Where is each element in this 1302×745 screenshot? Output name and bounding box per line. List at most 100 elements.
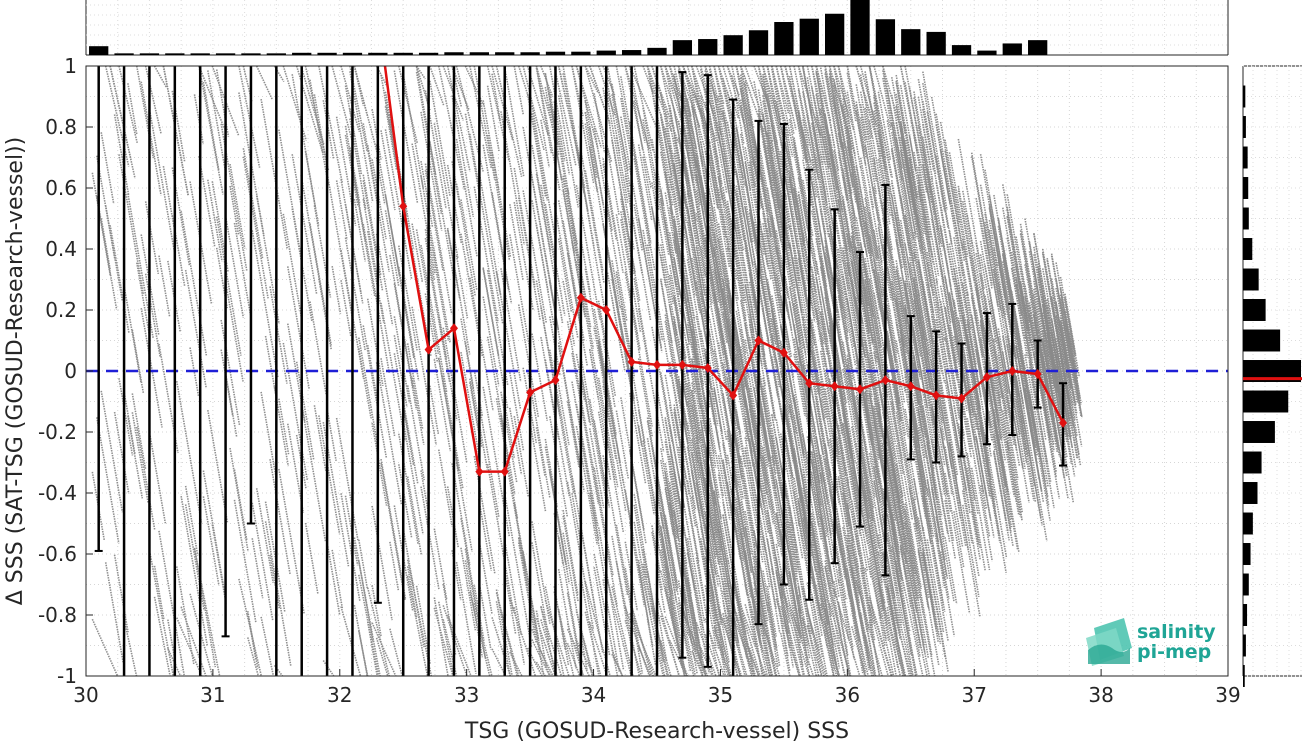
- scatter-streak: [890, 355, 904, 420]
- scatter-streak: [393, 316, 411, 404]
- scatter-streak: [211, 524, 227, 604]
- median-marker: [576, 292, 585, 303]
- scatter-streak: [819, 454, 847, 601]
- scatter-streak: [771, 439, 798, 582]
- scatter-streak: [389, 541, 400, 591]
- scatter-streak: [824, 369, 851, 510]
- scatter-streak: [682, 158, 711, 310]
- scatter-streak: [544, 203, 566, 316]
- scatter-streak: [739, 133, 752, 190]
- scatter-streak: [1006, 441, 1021, 517]
- top-hist-bar: [89, 46, 109, 55]
- scatter-streak: [704, 151, 716, 206]
- scatter-streak: [149, 553, 175, 677]
- scatter-streak: [855, 110, 867, 165]
- scatter-streak: [593, 308, 618, 436]
- scatter-streak: [593, 474, 618, 607]
- scatter-streak: [371, 159, 387, 240]
- scatter-streak: [651, 182, 674, 305]
- scatter-streak: [1001, 242, 1023, 350]
- scatter-streak: [922, 124, 934, 180]
- scatter-streak: [686, 221, 707, 330]
- scatter-streak: [1019, 390, 1048, 542]
- scatter-streak: [935, 516, 948, 577]
- scatter-streak: [1024, 394, 1038, 463]
- scatter-streak: [202, 496, 220, 586]
- scatter-streak: [962, 452, 980, 542]
- scatter-streak: [775, 512, 790, 585]
- scatter-streak: [877, 159, 891, 225]
- x-tick-label: 33: [454, 683, 479, 707]
- scatter-streak: [833, 263, 857, 389]
- scatter-streak: [331, 65, 354, 145]
- scatter-streak: [842, 98, 853, 150]
- scatter-streak: [926, 111, 946, 212]
- x-tick-label: 34: [581, 683, 606, 707]
- scatter-streak: [282, 65, 308, 141]
- scatter-streak: [624, 271, 640, 350]
- scatter-streak: [917, 356, 929, 408]
- scatter-streak: [726, 435, 753, 573]
- scatter-streak: [371, 108, 382, 160]
- scatter-streak: [531, 105, 557, 243]
- scatter-streak: [340, 606, 362, 677]
- scatter-streak: [424, 170, 444, 272]
- scatter-streak: [446, 227, 471, 355]
- scatter-streak: [269, 459, 291, 575]
- scatter-streak: [553, 111, 570, 195]
- scatter-streak: [908, 527, 933, 657]
- scatter-streak: [646, 571, 665, 663]
- scatter-streak: [975, 413, 992, 499]
- scatter-streak: [846, 582, 869, 677]
- scatter-streak: [540, 119, 550, 168]
- scatter-streak: [944, 150, 966, 262]
- scatter-streak: [353, 65, 369, 117]
- scatter-streak: [557, 238, 573, 313]
- scatter-streak: [744, 527, 765, 636]
- scatter-streak: [673, 535, 689, 616]
- scatter-streak: [695, 257, 718, 372]
- scatter-streak: [318, 415, 341, 535]
- scatter-streak: [153, 565, 165, 621]
- scatter-streak: [588, 621, 608, 677]
- scatter-streak: [886, 332, 901, 403]
- scatter-streak: [797, 519, 824, 659]
- scatter-streak: [224, 373, 238, 438]
- scatter-streak: [922, 285, 932, 332]
- scatter-streak: [757, 267, 781, 388]
- scatter-streak: [753, 443, 771, 536]
- scatter-streak: [744, 584, 771, 677]
- scatter-streak: [917, 460, 946, 613]
- scatter-streak: [811, 593, 828, 677]
- scatter-streak: [588, 127, 608, 227]
- scatter-streak: [757, 236, 771, 302]
- scatter-streak: [535, 280, 557, 393]
- scatter-streak: [806, 89, 827, 197]
- scatter-streak: [748, 281, 766, 370]
- scatter-streak: [673, 412, 687, 480]
- scatter-streak: [366, 144, 380, 210]
- scatter-streak: [224, 215, 245, 318]
- scatter-streak: [215, 216, 242, 356]
- scatter-streak: [837, 278, 849, 333]
- scatter-streak: [1010, 268, 1029, 358]
- scatter-streak: [486, 464, 515, 613]
- scatter-streak: [757, 149, 771, 215]
- scatter-streak: [837, 476, 860, 596]
- scatter-streak: [109, 225, 130, 333]
- scatter-streak: [371, 422, 388, 506]
- scatter-streak: [966, 214, 989, 335]
- scatter-streak: [571, 352, 600, 504]
- scatter-streak: [722, 111, 735, 173]
- x-tick-label: 32: [327, 683, 352, 707]
- scatter-streak: [886, 587, 912, 677]
- scatter-streak: [828, 225, 847, 319]
- scatter-streak: [882, 535, 896, 606]
- scatter-streak: [890, 131, 916, 262]
- scatter-streak: [491, 617, 512, 677]
- scatter-streak: [859, 117, 881, 227]
- scatter-streak: [158, 530, 185, 676]
- scatter-streak: [571, 219, 588, 302]
- scatter-streak: [935, 113, 962, 253]
- scatter-streak: [855, 535, 876, 641]
